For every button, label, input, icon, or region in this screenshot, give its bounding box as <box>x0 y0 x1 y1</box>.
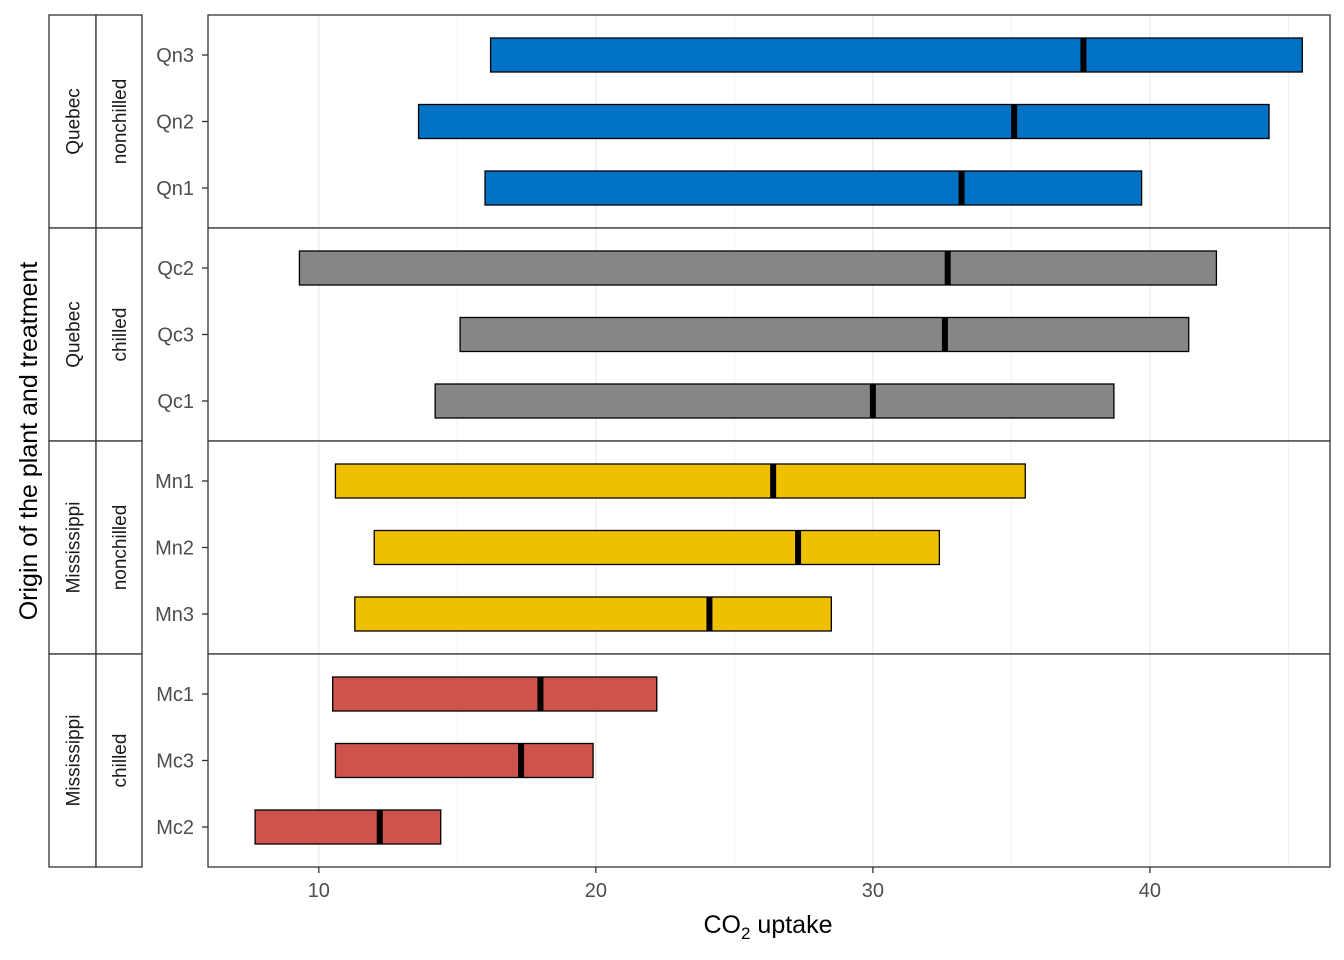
y-tick-label-Mn3: Mn3 <box>155 604 194 626</box>
bar-Qn2 <box>417 103 1270 140</box>
facet-panels: Qn3 Qn2 Qn1 Qc2 Qc3 Qc1 Mn1 Mn2 Mn3 Mc1 Mc3 Mc2 <box>155 14 1331 868</box>
x-tick-label-30: 30 <box>862 880 884 902</box>
bar-Mn2 <box>373 529 941 566</box>
y-tick-label-Qc3: Qc3 <box>157 325 194 347</box>
x-axis: 10 20 30 40 <box>308 867 1161 902</box>
bar-Qn1 <box>484 170 1143 206</box>
y-tick-label-Qn3: Qn3 <box>156 45 194 67</box>
panel-border <box>207 653 1331 868</box>
strip-label-treatment: nonchilled <box>110 79 131 165</box>
strip-treatment <box>95 653 143 868</box>
facet-panel-mississippi-nonchilled: Mn1 Mn2 Mn3 <box>155 440 1331 655</box>
facet-strip-3: Mississippi chilled <box>48 653 143 868</box>
y-tick-label-Mc2: Mc2 <box>156 817 194 839</box>
y-tick-label-Mn1: Mn1 <box>155 471 194 493</box>
x-axis-title: CO2 uptake <box>704 911 833 943</box>
bar-Mn1 <box>334 463 1026 499</box>
y-tick-label-Qc1: Qc1 <box>157 391 194 413</box>
facet-panel-quebec-chilled: Qc2 Qc3 Qc1 <box>157 227 1331 442</box>
y-tick-label-Mc3: Mc3 <box>156 751 194 773</box>
facet-panel-mississippi-chilled: Mc1 Mc3 Mc2 <box>156 653 1331 868</box>
y-tick-label-Qn2: Qn2 <box>156 112 194 134</box>
strip-label-origin: Mississippi <box>64 715 85 807</box>
bar-Qc2 <box>298 250 1218 286</box>
bar-Mc3 <box>334 742 594 779</box>
bar-Qn3 <box>489 37 1303 73</box>
strip-label-treatment: chilled <box>110 734 131 788</box>
bar-Qc1 <box>434 383 1115 419</box>
strip-label-treatment: chilled <box>110 308 131 362</box>
strip-label-origin: Mississippi <box>64 502 85 594</box>
facet-strip-1: Quebec chilled <box>48 227 143 442</box>
strip-origin <box>48 227 97 442</box>
bar-Mn3 <box>354 596 832 632</box>
strip-treatment <box>95 227 143 442</box>
x-tick-label-10: 10 <box>308 880 330 902</box>
y-tick-label-Qn1: Qn1 <box>156 178 194 200</box>
bar-Mc1 <box>332 676 658 712</box>
y-tick-label-Qc2: Qc2 <box>157 258 194 280</box>
x-tick-label-40: 40 <box>1139 880 1161 902</box>
x-tick-label-20: 20 <box>585 880 607 902</box>
y-tick-label-Mn2: Mn2 <box>155 538 194 560</box>
strip-label-origin: Quebec <box>64 88 85 155</box>
strip-treatment <box>95 14 143 229</box>
bar-Mc2 <box>254 809 442 845</box>
strip-label-treatment: nonchilled <box>110 505 131 591</box>
y-axis-title: Origin of the plant and treatment <box>15 262 43 621</box>
facet-panel-quebec-nonchilled: Qn3 Qn2 Qn1 <box>156 14 1331 229</box>
strip-label-origin: Quebec <box>64 301 85 368</box>
y-tick-label-Mc1: Mc1 <box>156 684 194 706</box>
facet-strip-2: Mississippi nonchilled <box>48 440 143 655</box>
strip-treatment <box>95 440 143 655</box>
bar-Qc3 <box>459 316 1190 353</box>
facet-strip-0: Quebec nonchilled <box>48 14 143 229</box>
